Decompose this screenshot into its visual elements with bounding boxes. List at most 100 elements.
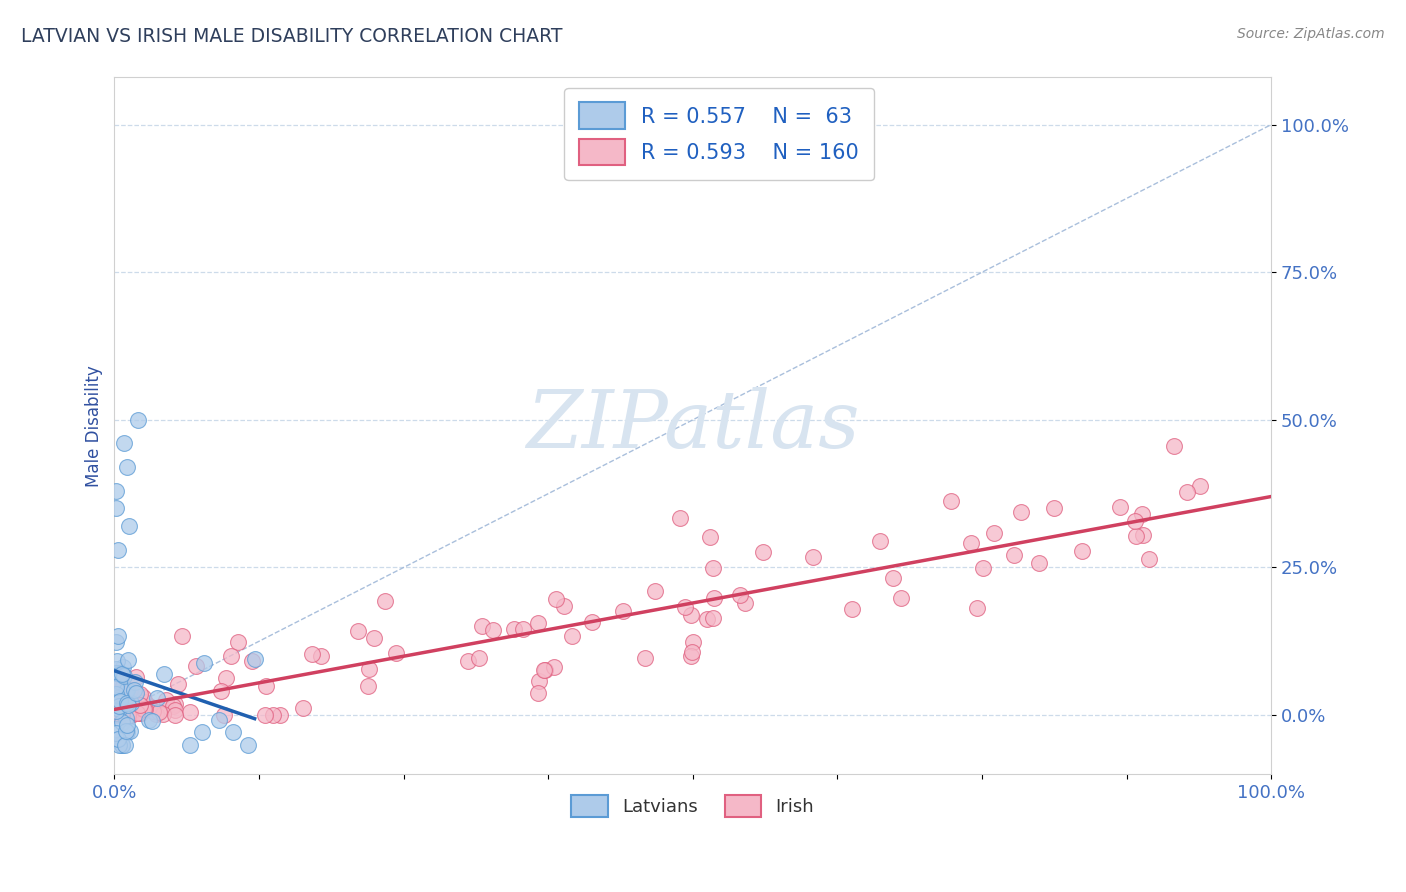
Point bbox=[115, 718, 138, 732]
Point bbox=[184, 659, 207, 673]
Point bbox=[152, 706, 174, 721]
Point bbox=[105, 693, 128, 707]
Point bbox=[1028, 556, 1050, 570]
Point bbox=[105, 697, 128, 711]
Point bbox=[179, 705, 201, 719]
Point bbox=[222, 724, 245, 739]
Point bbox=[1163, 439, 1185, 453]
Point bbox=[111, 705, 134, 719]
Point bbox=[292, 701, 315, 715]
Point bbox=[254, 679, 277, 693]
Point bbox=[104, 705, 127, 719]
Point bbox=[581, 615, 603, 629]
Point bbox=[111, 660, 134, 674]
Point bbox=[124, 689, 146, 703]
Point bbox=[311, 648, 333, 663]
Point bbox=[702, 611, 724, 625]
Point bbox=[702, 561, 724, 575]
Point bbox=[112, 707, 135, 722]
Point bbox=[117, 708, 139, 723]
Point bbox=[108, 706, 131, 720]
Point bbox=[703, 591, 725, 606]
Point bbox=[728, 589, 751, 603]
Point bbox=[107, 702, 129, 716]
Point bbox=[108, 666, 131, 681]
Point bbox=[120, 707, 142, 722]
Point bbox=[115, 724, 138, 739]
Point bbox=[115, 690, 138, 705]
Point bbox=[966, 600, 988, 615]
Point bbox=[191, 725, 214, 739]
Point bbox=[503, 622, 526, 636]
Point bbox=[111, 690, 134, 705]
Point bbox=[104, 684, 127, 698]
Point bbox=[240, 654, 263, 668]
Point bbox=[960, 536, 983, 550]
Point bbox=[527, 615, 550, 630]
Point bbox=[359, 662, 381, 676]
Point bbox=[166, 677, 188, 691]
Point bbox=[104, 707, 127, 722]
Point bbox=[104, 662, 127, 676]
Point bbox=[104, 722, 127, 736]
Point bbox=[543, 660, 565, 674]
Point bbox=[108, 695, 131, 709]
Point bbox=[696, 611, 718, 625]
Point bbox=[115, 683, 138, 698]
Point bbox=[612, 603, 634, 617]
Point bbox=[110, 701, 132, 715]
Point bbox=[841, 602, 863, 616]
Point bbox=[457, 654, 479, 668]
Point bbox=[120, 723, 142, 738]
Point bbox=[170, 629, 193, 643]
Point bbox=[118, 706, 141, 720]
Point bbox=[118, 519, 141, 533]
Point bbox=[125, 686, 148, 700]
Point bbox=[127, 705, 149, 719]
Point bbox=[374, 593, 396, 607]
Point bbox=[111, 679, 134, 693]
Point bbox=[983, 525, 1005, 540]
Point bbox=[107, 732, 129, 747]
Point bbox=[110, 707, 132, 722]
Point bbox=[882, 571, 904, 585]
Point bbox=[110, 694, 132, 708]
Point bbox=[132, 702, 155, 716]
Point bbox=[105, 705, 128, 719]
Point bbox=[117, 698, 139, 713]
Point bbox=[482, 624, 505, 638]
Point bbox=[104, 707, 127, 722]
Point bbox=[108, 706, 131, 720]
Point bbox=[644, 583, 666, 598]
Point bbox=[1010, 505, 1032, 519]
Point bbox=[142, 705, 165, 719]
Point bbox=[301, 648, 323, 662]
Point bbox=[682, 634, 704, 648]
Point bbox=[108, 705, 131, 719]
Point bbox=[146, 690, 169, 705]
Point bbox=[262, 708, 284, 723]
Y-axis label: Male Disability: Male Disability bbox=[86, 365, 103, 487]
Text: ZIPatlas: ZIPatlas bbox=[526, 387, 859, 465]
Point bbox=[346, 624, 368, 638]
Point bbox=[104, 705, 127, 719]
Point bbox=[209, 683, 232, 698]
Point bbox=[104, 695, 127, 709]
Point bbox=[1002, 548, 1025, 562]
Point bbox=[104, 726, 127, 740]
Point bbox=[634, 651, 657, 665]
Point bbox=[120, 705, 142, 719]
Point bbox=[226, 634, 249, 648]
Point bbox=[110, 738, 132, 752]
Point bbox=[125, 671, 148, 685]
Point bbox=[105, 705, 128, 719]
Point bbox=[561, 629, 583, 643]
Point bbox=[105, 701, 128, 715]
Point bbox=[869, 533, 891, 548]
Point bbox=[104, 687, 127, 701]
Point bbox=[105, 699, 128, 714]
Point bbox=[107, 698, 129, 712]
Point bbox=[127, 413, 149, 427]
Point bbox=[107, 690, 129, 705]
Point bbox=[117, 683, 139, 698]
